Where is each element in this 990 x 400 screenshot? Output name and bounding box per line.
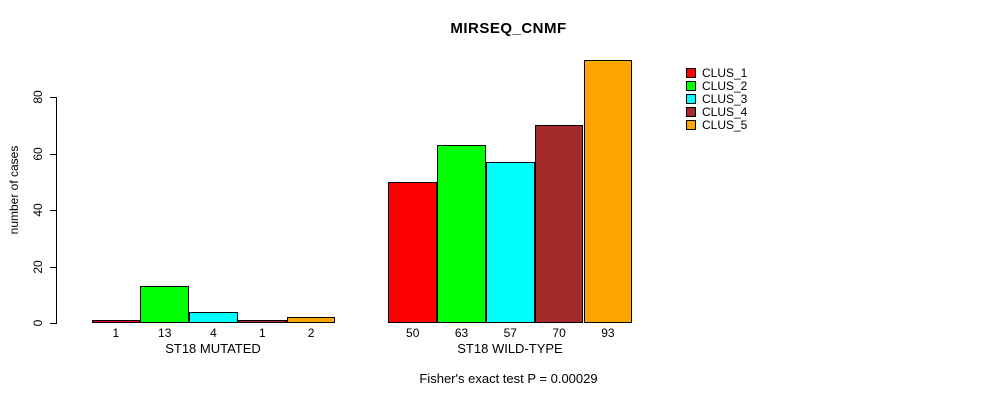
y-tick-label: 0 — [31, 319, 45, 327]
bar-value-label: 4 — [210, 326, 217, 340]
legend-item-clus_5: CLUS_5 — [686, 117, 748, 132]
bar-clus_2-mutated — [140, 286, 190, 323]
y-tick-label: 20 — [31, 259, 45, 274]
bar-clus_3-wildtype — [485, 161, 535, 323]
bar-clus_3-mutated — [189, 311, 238, 323]
legend-item-clus_3: CLUS_3 — [686, 91, 748, 106]
bar-clus_5-mutated — [286, 317, 336, 323]
y-tick-label: 60 — [31, 146, 45, 161]
bar-value-label: 63 — [454, 326, 469, 340]
legend-label: CLUS_2 — [702, 78, 748, 93]
bar-value-label: 13 — [158, 326, 172, 340]
legend-item-clus_1: CLUS_1 — [686, 65, 748, 80]
x-group-label-wildtype: ST18 WILD-TYPE — [457, 341, 563, 356]
bar-clus_1-wildtype — [388, 181, 438, 323]
bar-value-label: 2 — [307, 326, 315, 340]
bar-value-label: 70 — [552, 326, 566, 340]
y-tick — [50, 97, 57, 98]
y-tick — [50, 266, 57, 268]
legend-label: CLUS_3 — [702, 91, 748, 106]
legend-swatch — [686, 106, 696, 117]
legend-item-clus_2: CLUS_2 — [686, 78, 748, 93]
y-axis-label: number of cases — [7, 145, 21, 235]
bar-value-label: 50 — [406, 326, 420, 340]
bar-clus_4-wildtype — [534, 125, 584, 323]
legend-swatch — [686, 93, 696, 104]
bar-value-label: 1 — [258, 326, 266, 340]
bar-clus_4-mutated — [237, 320, 287, 323]
chart-title: MIRSEQ_CNMF — [450, 20, 567, 37]
legend-swatch — [686, 80, 696, 91]
fisher-test-annotation: Fisher's exact test P = 0.00029 — [419, 371, 598, 386]
y-tick — [50, 153, 57, 155]
bar-clus_1-mutated — [91, 320, 141, 323]
legend-label: CLUS_4 — [702, 104, 748, 119]
bar-value-label: 93 — [601, 326, 615, 340]
legend-swatch — [686, 119, 696, 130]
legend-item-clus_4: CLUS_4 — [686, 104, 748, 119]
bar-clus_5-wildtype — [583, 60, 633, 323]
bar-value-label: 57 — [503, 326, 517, 340]
y-tick — [50, 323, 57, 324]
bar-value-label: 1 — [112, 326, 120, 340]
bar-clus_2-wildtype — [437, 145, 486, 323]
y-tick-label: 80 — [31, 90, 45, 104]
y-tick — [50, 210, 57, 211]
legend-swatch — [686, 67, 696, 78]
x-group-label-mutated: ST18 MUTATED — [165, 341, 261, 356]
legend-label: CLUS_1 — [702, 65, 748, 80]
legend-label: CLUS_5 — [702, 117, 748, 132]
legend: CLUS_1 CLUS_2 CLUS_3 CLUS_4 CLUS_5 — [686, 65, 748, 132]
y-tick-label: 40 — [31, 203, 45, 217]
